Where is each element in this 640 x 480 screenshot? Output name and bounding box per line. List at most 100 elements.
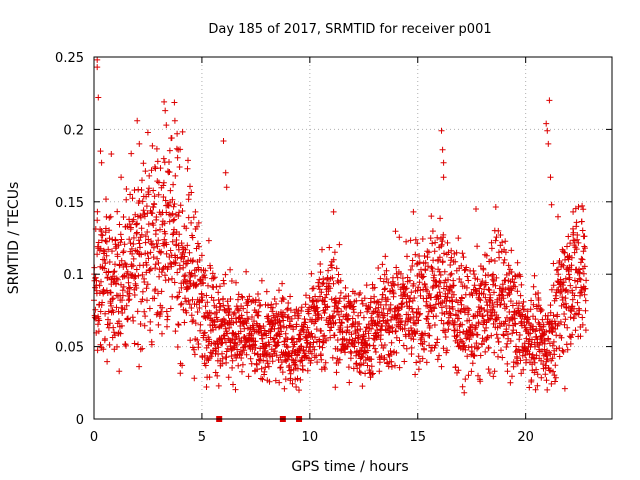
data-point	[403, 345, 410, 352]
data-point	[488, 239, 495, 246]
data-point	[560, 348, 567, 355]
data-point	[463, 264, 470, 271]
data-point	[550, 312, 557, 319]
data-point	[187, 271, 194, 278]
data-point	[377, 301, 384, 308]
data-point	[166, 147, 173, 154]
data-point	[428, 213, 435, 220]
data-point	[139, 288, 146, 295]
plot-frame	[93, 56, 613, 420]
data-point	[497, 242, 504, 249]
data-point	[147, 249, 154, 256]
data-point	[335, 271, 342, 278]
data-point	[116, 221, 123, 228]
data-point	[446, 320, 453, 327]
data-point	[256, 297, 262, 304]
data-point	[214, 372, 221, 379]
data-point	[516, 332, 523, 338]
data-point	[474, 276, 481, 283]
data-point	[513, 329, 520, 336]
data-point	[372, 305, 379, 312]
data-point	[452, 258, 459, 265]
data-point	[245, 316, 252, 323]
data-point	[223, 184, 230, 191]
data-point	[425, 263, 431, 270]
data-point	[138, 231, 145, 238]
data-point	[338, 308, 345, 315]
data-point	[259, 376, 266, 383]
data-point	[408, 325, 414, 331]
data-point	[385, 279, 392, 286]
grid-lines	[94, 57, 612, 419]
data-point	[318, 289, 325, 296]
data-point	[431, 322, 438, 328]
data-point	[432, 342, 439, 349]
data-point	[567, 314, 574, 321]
data-point	[541, 337, 548, 344]
data-point	[548, 286, 555, 293]
data-point	[111, 268, 118, 275]
data-point	[492, 282, 499, 289]
data-point	[426, 323, 433, 329]
data-point	[581, 291, 588, 298]
data-point	[545, 336, 552, 343]
data-point	[447, 271, 454, 278]
data-point	[548, 201, 555, 208]
data-point	[496, 254, 503, 261]
data-point	[543, 377, 550, 384]
data-point	[474, 243, 481, 250]
data-point	[227, 296, 234, 302]
data-point	[464, 353, 471, 360]
data-point	[104, 358, 111, 365]
data-point	[580, 206, 587, 213]
data-point	[244, 309, 250, 316]
data-point	[151, 193, 158, 200]
data-point	[574, 232, 581, 238]
data-point	[417, 287, 424, 294]
data-point	[388, 363, 395, 370]
data-point	[140, 207, 147, 214]
data-point	[145, 191, 152, 198]
data-point	[277, 364, 284, 371]
data-point	[330, 313, 337, 320]
data-point	[177, 370, 184, 377]
data-point	[475, 344, 482, 351]
data-point	[159, 330, 165, 337]
data-point	[553, 345, 560, 352]
data-point	[137, 321, 144, 327]
data-point	[424, 313, 431, 320]
data-point	[223, 359, 230, 366]
data-point	[387, 307, 394, 314]
data-point	[514, 355, 521, 362]
data-point	[504, 340, 511, 347]
data-point	[562, 295, 569, 302]
data-point	[158, 288, 165, 295]
data-point	[304, 367, 311, 374]
data-point	[276, 379, 283, 386]
data-point	[109, 248, 115, 255]
data-point	[155, 260, 162, 266]
data-point	[462, 346, 469, 353]
data-point	[95, 239, 102, 246]
data-point	[194, 309, 201, 315]
data-point	[113, 280, 120, 287]
data-point	[250, 335, 257, 342]
data-point	[276, 319, 283, 325]
data-point	[297, 335, 304, 342]
data-point	[381, 286, 388, 293]
data-point	[578, 255, 585, 262]
data-point	[504, 368, 511, 375]
data-point	[517, 273, 524, 280]
data-point	[265, 313, 272, 320]
data-point	[553, 295, 560, 302]
data-point	[169, 275, 175, 282]
data-point	[527, 306, 534, 313]
data-point	[561, 321, 568, 328]
data-point	[465, 344, 472, 351]
data-point	[292, 357, 299, 364]
data-point	[272, 343, 279, 350]
data-point	[556, 353, 563, 360]
data-point	[176, 209, 182, 216]
data-point	[560, 279, 567, 286]
data-point	[273, 300, 280, 307]
